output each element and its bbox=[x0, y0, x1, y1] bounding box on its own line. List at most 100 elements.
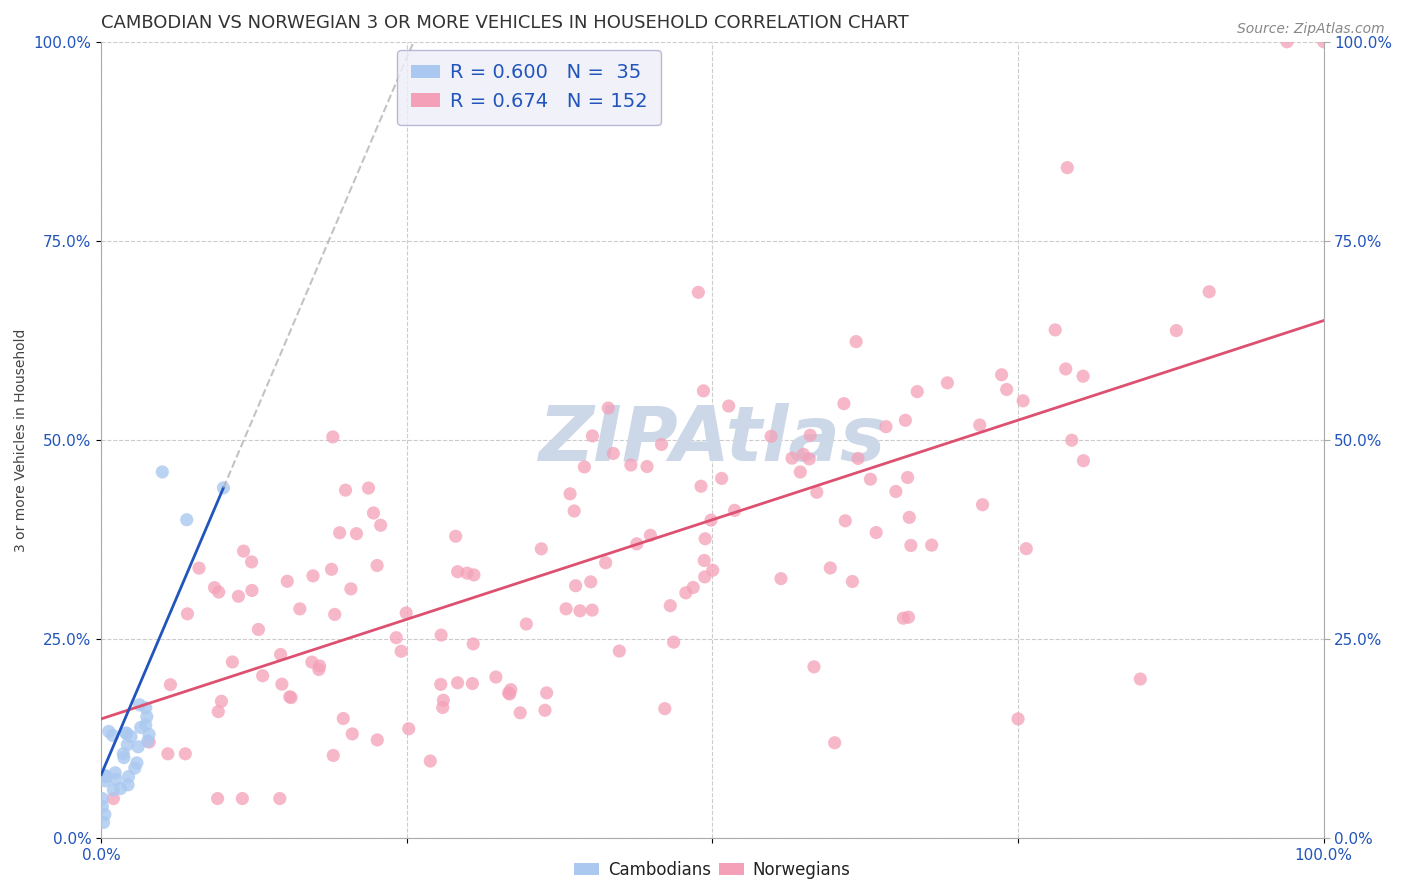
Point bbox=[302, 569, 325, 583]
Point bbox=[112, 750, 135, 764]
Point bbox=[101, 728, 124, 742]
Point bbox=[366, 733, 388, 747]
Point bbox=[91, 799, 114, 814]
Point bbox=[972, 498, 994, 512]
Point bbox=[682, 581, 704, 595]
Point bbox=[94, 807, 117, 822]
Point bbox=[232, 544, 254, 558]
Point bbox=[654, 701, 676, 715]
Point bbox=[150, 465, 173, 479]
Point bbox=[769, 572, 792, 586]
Point bbox=[363, 506, 385, 520]
Point bbox=[91, 791, 114, 805]
Point bbox=[174, 747, 197, 761]
Point bbox=[509, 706, 531, 720]
Point bbox=[534, 703, 557, 717]
Point bbox=[329, 525, 352, 540]
Point bbox=[117, 778, 139, 792]
Point bbox=[127, 739, 149, 754]
Point bbox=[461, 676, 484, 690]
Point bbox=[693, 570, 716, 584]
Point bbox=[905, 384, 928, 399]
Point bbox=[640, 528, 662, 542]
Point bbox=[398, 722, 420, 736]
Point bbox=[463, 637, 485, 651]
Point bbox=[120, 730, 142, 744]
Point bbox=[432, 693, 454, 707]
Point bbox=[335, 483, 357, 497]
Point bbox=[636, 459, 658, 474]
Point bbox=[117, 738, 139, 752]
Point bbox=[276, 574, 298, 589]
Point bbox=[921, 538, 943, 552]
Point bbox=[208, 585, 231, 599]
Point bbox=[117, 770, 139, 784]
Point bbox=[620, 458, 643, 472]
Point bbox=[159, 678, 181, 692]
Point bbox=[806, 485, 828, 500]
Point bbox=[94, 770, 117, 784]
Point bbox=[692, 384, 714, 398]
Point bbox=[207, 705, 229, 719]
Point bbox=[780, 451, 803, 466]
Point bbox=[1007, 712, 1029, 726]
Point bbox=[322, 748, 344, 763]
Point bbox=[820, 561, 842, 575]
Y-axis label: 3 or more Vehicles in Household: 3 or more Vehicles in Household bbox=[14, 328, 28, 552]
Point bbox=[1012, 393, 1035, 408]
Point bbox=[138, 727, 160, 741]
Point bbox=[891, 611, 914, 625]
Point bbox=[430, 628, 453, 642]
Point bbox=[626, 537, 648, 551]
Point bbox=[530, 541, 553, 556]
Point bbox=[135, 718, 157, 732]
Point bbox=[112, 747, 135, 761]
Point bbox=[94, 769, 117, 783]
Point bbox=[93, 768, 115, 782]
Point bbox=[429, 677, 451, 691]
Point bbox=[346, 526, 368, 541]
Point bbox=[1054, 362, 1077, 376]
Point bbox=[865, 525, 887, 540]
Point bbox=[1056, 161, 1078, 175]
Point bbox=[1015, 541, 1038, 556]
Point bbox=[897, 470, 920, 484]
Point bbox=[499, 682, 522, 697]
Point bbox=[207, 791, 229, 805]
Point bbox=[568, 604, 591, 618]
Point bbox=[846, 451, 869, 466]
Point bbox=[211, 694, 233, 708]
Point bbox=[898, 510, 921, 524]
Point bbox=[115, 726, 138, 740]
Point bbox=[125, 756, 148, 770]
Point bbox=[308, 659, 330, 673]
Point bbox=[498, 687, 520, 701]
Point bbox=[135, 709, 157, 723]
Point bbox=[366, 558, 388, 573]
Point bbox=[432, 700, 454, 714]
Point bbox=[1166, 324, 1188, 338]
Point bbox=[103, 791, 125, 805]
Point bbox=[875, 419, 897, 434]
Point bbox=[700, 513, 723, 527]
Point bbox=[693, 553, 716, 567]
Point bbox=[595, 556, 617, 570]
Point bbox=[115, 726, 138, 740]
Text: Source: ZipAtlas.com: Source: ZipAtlas.com bbox=[1237, 22, 1385, 37]
Point bbox=[269, 791, 291, 805]
Point bbox=[288, 602, 311, 616]
Point bbox=[228, 589, 250, 603]
Point bbox=[124, 761, 146, 775]
Point bbox=[128, 698, 150, 712]
Point bbox=[845, 334, 868, 349]
Point bbox=[156, 747, 179, 761]
Point bbox=[1198, 285, 1220, 299]
Point bbox=[270, 648, 292, 662]
Point bbox=[103, 783, 125, 797]
Point bbox=[444, 529, 467, 543]
Point bbox=[558, 487, 581, 501]
Point bbox=[446, 565, 468, 579]
Point bbox=[695, 532, 717, 546]
Point bbox=[94, 773, 117, 788]
Point bbox=[990, 368, 1012, 382]
